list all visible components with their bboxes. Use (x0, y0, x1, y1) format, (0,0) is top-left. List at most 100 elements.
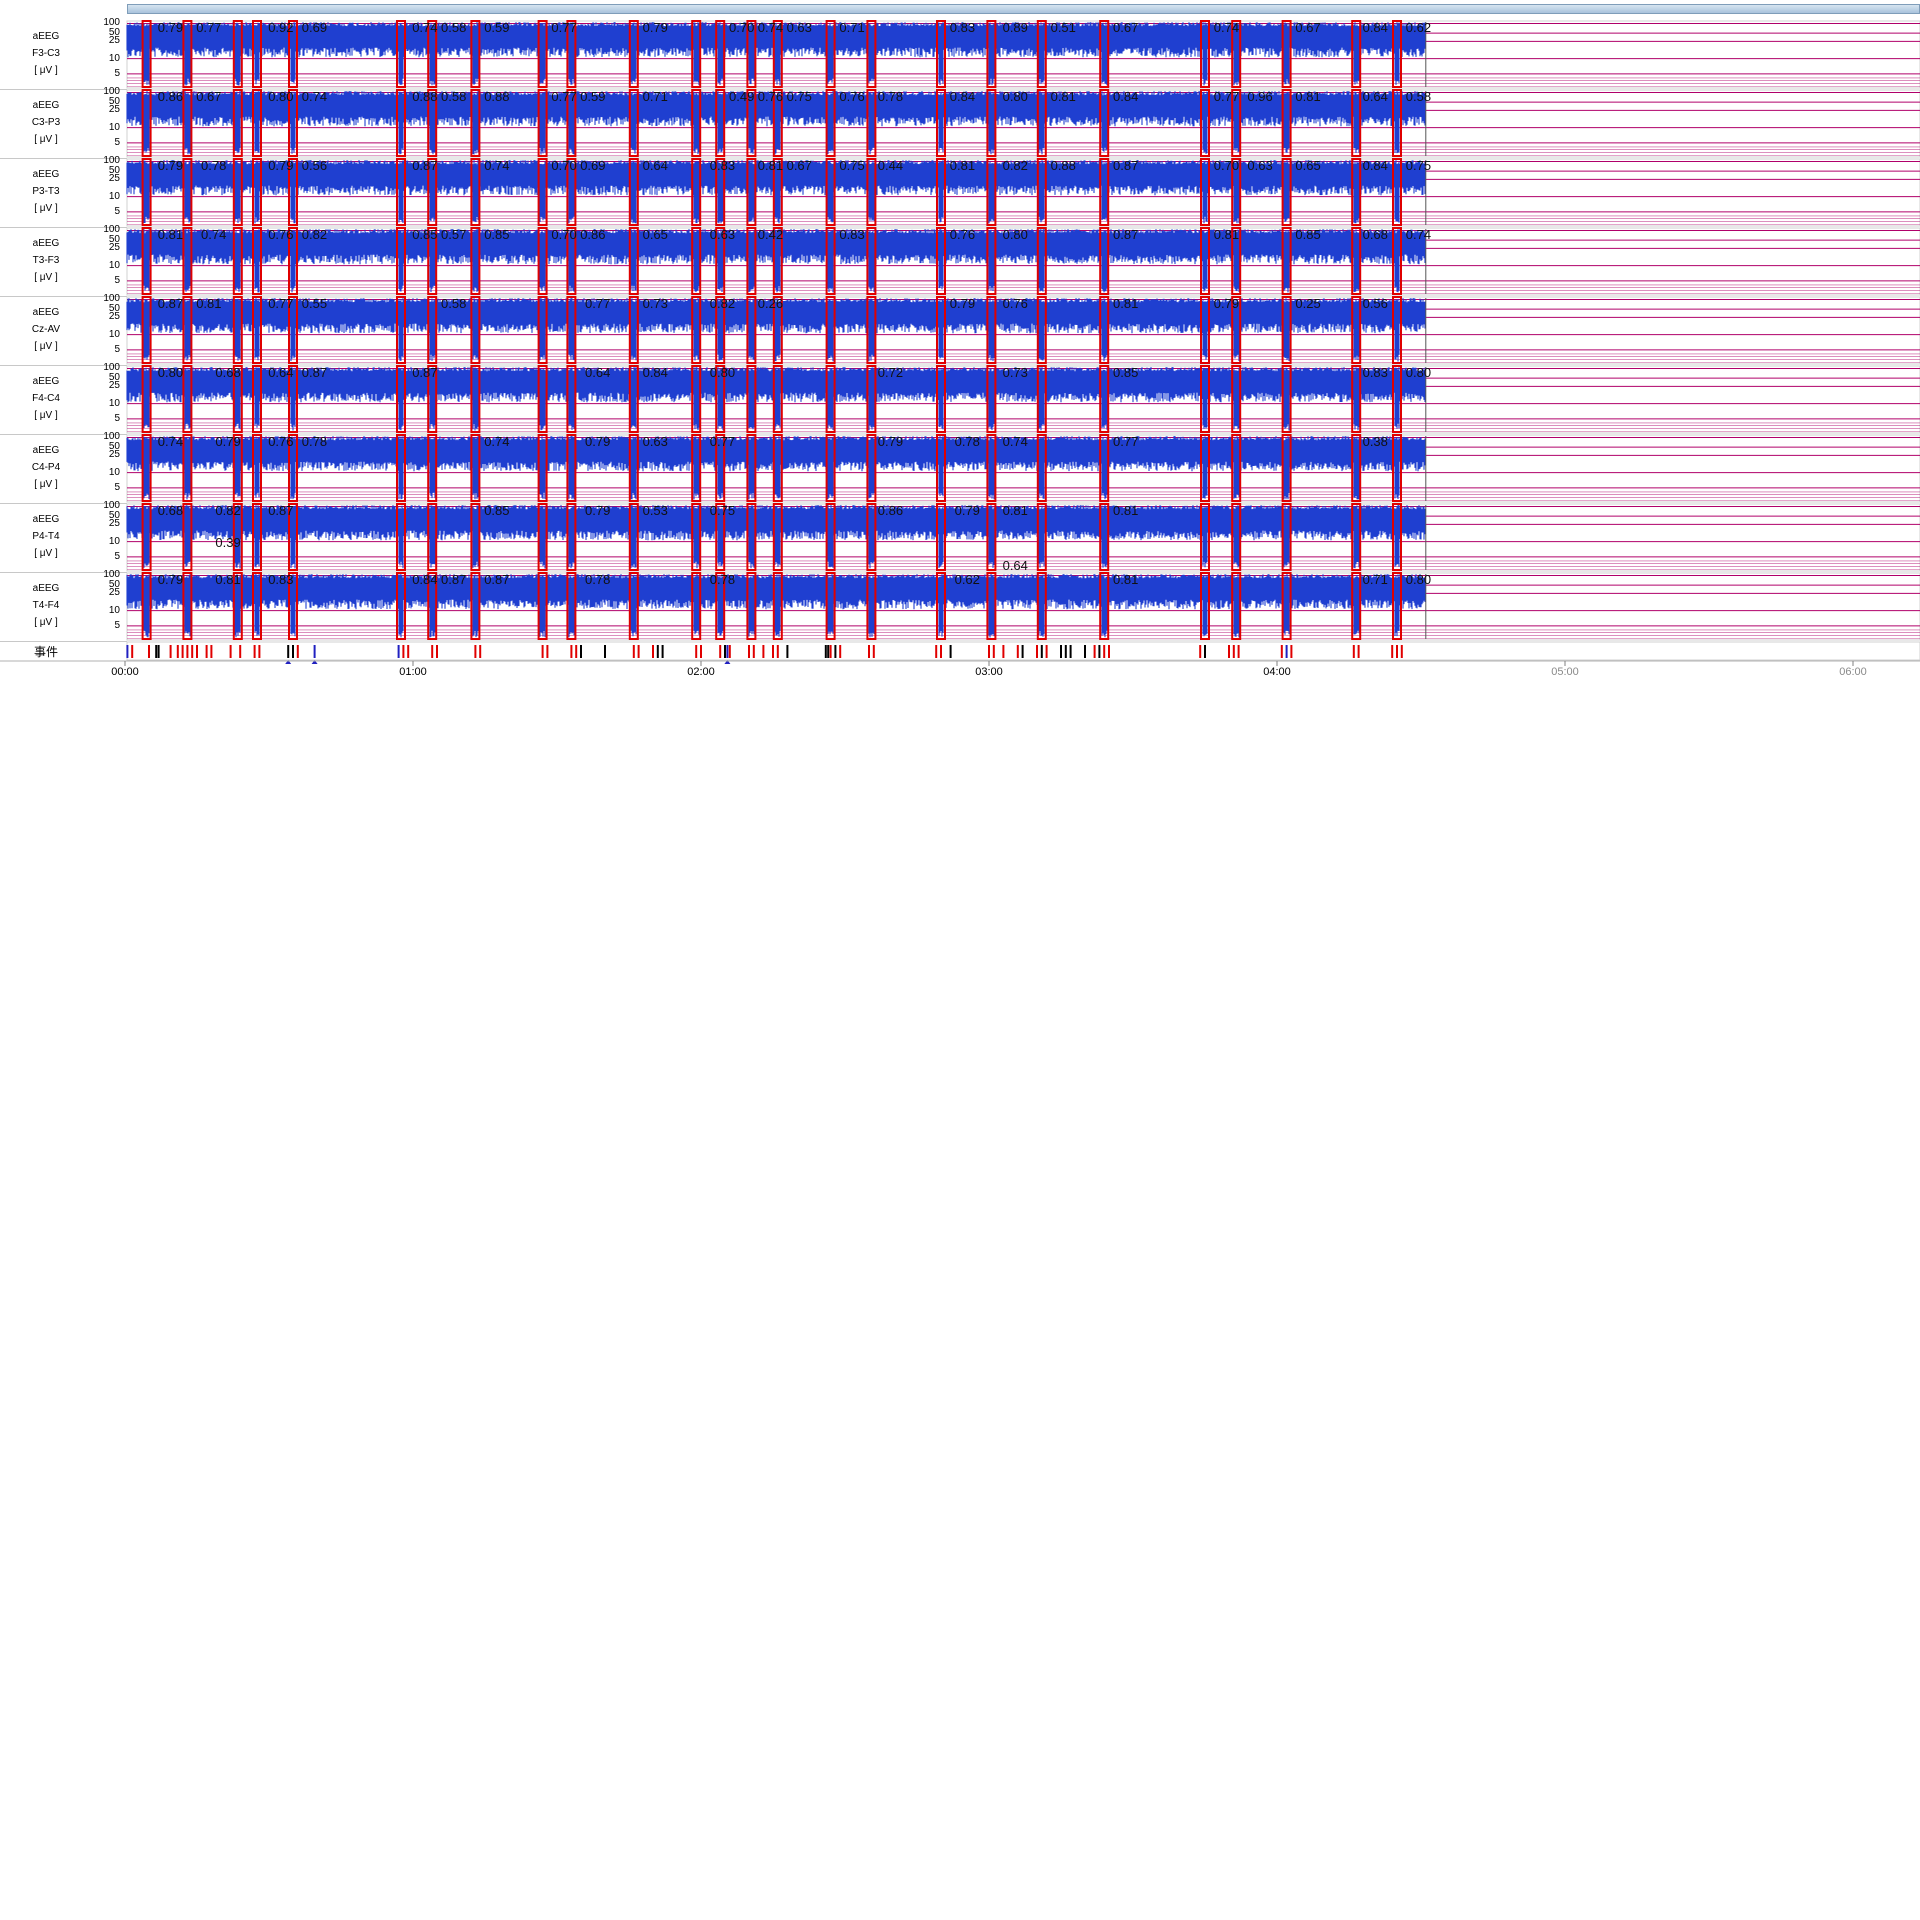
artifact-marker (470, 20, 481, 88)
value-label: 0.68 (215, 365, 240, 380)
artifact-marker (936, 572, 946, 640)
artifact-marker (252, 434, 262, 502)
value-label: 0.59 (580, 89, 605, 104)
value-label: 0.76 (268, 434, 293, 449)
artifact-marker (566, 572, 577, 640)
amplitude-scale: 100 50 25 10 5 (92, 155, 124, 227)
value-label: 0.76 (839, 89, 864, 104)
scale-tick: 50 (108, 303, 120, 315)
artifact-marker (1036, 20, 1047, 88)
artifact-marker (772, 434, 783, 502)
artifact-marker (1099, 503, 1110, 571)
artifact-marker (141, 158, 152, 226)
artifact-marker (1281, 89, 1292, 157)
scale-tick: 10 (108, 535, 120, 547)
value-label: 0.71 (643, 89, 668, 104)
artifact-marker (936, 365, 946, 433)
artifact-marker (866, 296, 877, 364)
scale-tick: 100 (103, 569, 120, 581)
scale-tick: 10 (108, 604, 120, 616)
artifact-marker (1351, 158, 1362, 226)
channel-label: aEEG Cz-AV [ μV ] (0, 304, 92, 355)
artifact-marker (715, 365, 726, 433)
scale-tick: 50 (108, 165, 120, 177)
value-label: 0.87 (441, 572, 466, 587)
event-flag-icon (724, 660, 731, 664)
channel-lead: T4-F4 (32, 600, 60, 611)
channel-unit: [ μV ] (34, 272, 58, 283)
artifact-marker (1392, 572, 1402, 640)
value-label: 0.58 (1406, 89, 1431, 104)
scale-tick: 25 (108, 587, 120, 599)
value-label: 0.74 (201, 227, 226, 242)
artifact-marker (1351, 20, 1362, 88)
channel-unit: [ μV ] (34, 410, 58, 421)
artifact-marker (1200, 503, 1210, 571)
artifact-marker (427, 158, 438, 226)
artifact-marker (182, 158, 193, 226)
artifact-marker (715, 503, 726, 571)
scale-tick: 5 (114, 205, 120, 217)
value-label: 0.81 (1113, 503, 1138, 518)
value-label: 0.49 (729, 89, 754, 104)
artifact-marker (628, 20, 639, 88)
artifact-marker (1231, 158, 1242, 226)
artifact-marker (1036, 296, 1047, 364)
artifact-marker (986, 89, 997, 157)
artifact-marker (691, 572, 702, 640)
artifact-marker (936, 296, 946, 364)
value-label: 0.70 (551, 158, 576, 173)
artifact-marker (772, 572, 783, 640)
value-label: 0.83 (839, 227, 864, 242)
amplitude-scale: 100 50 25 10 5 (92, 293, 124, 365)
value-label: 0.79 (158, 158, 183, 173)
row-separator (0, 641, 127, 642)
artifact-marker (1036, 365, 1047, 433)
artifact-marker (628, 434, 639, 502)
value-label: 0.81 (158, 227, 183, 242)
artifact-marker (537, 503, 548, 571)
artifact-marker (537, 20, 548, 88)
value-label: 0.80 (1003, 89, 1028, 104)
channel-unit: [ μV ] (34, 203, 58, 214)
artifact-marker (1200, 434, 1210, 502)
scale-tick: 5 (114, 274, 120, 286)
value-label: 0.38 (1363, 434, 1388, 449)
value-label: 0.85 (484, 503, 509, 518)
artifact-marker (182, 296, 193, 364)
value-label: 0.92 (268, 20, 293, 35)
artifact-marker (628, 572, 639, 640)
value-label: 0.67 (787, 158, 812, 173)
artifact-marker (628, 503, 639, 571)
artifact-marker (691, 434, 702, 502)
artifact-marker (1099, 20, 1110, 88)
artifact-marker (252, 158, 262, 226)
value-label: 0.84 (412, 572, 437, 587)
artifact-marker (288, 503, 298, 571)
aeeg-trend-plot: 0.79 0.77 0.92 0.69 0.74 0.58 0.59 0.77 0.79 0.70… (0, 20, 1920, 666)
scrollbar-thumb[interactable] (128, 5, 1919, 13)
value-label: 0.75 (710, 503, 735, 518)
artifact-marker (141, 365, 152, 433)
amplitude-scale: 100 50 25 10 5 (92, 17, 124, 89)
x-tick-label: 05:00 (1551, 666, 1579, 678)
artifact-marker (141, 89, 152, 157)
value-label: 0.85 (484, 227, 509, 242)
artifact-marker (691, 89, 702, 157)
artifact-marker (1392, 227, 1402, 295)
artifact-marker (936, 89, 946, 157)
artifact-marker (986, 20, 997, 88)
artifact-marker (746, 296, 757, 364)
artifact-marker (141, 296, 152, 364)
artifact-marker (691, 158, 702, 226)
scale-tick: 25 (108, 449, 120, 461)
artifact-marker (537, 365, 548, 433)
artifact-marker (396, 89, 406, 157)
artifact-marker (1231, 434, 1242, 502)
artifact-marker (986, 296, 997, 364)
channel-lead: Cz-AV (31, 324, 61, 335)
artifact-marker (825, 503, 836, 571)
scale-tick: 10 (108, 466, 120, 478)
artifact-marker (1351, 365, 1362, 433)
artifact-marker (232, 503, 243, 571)
